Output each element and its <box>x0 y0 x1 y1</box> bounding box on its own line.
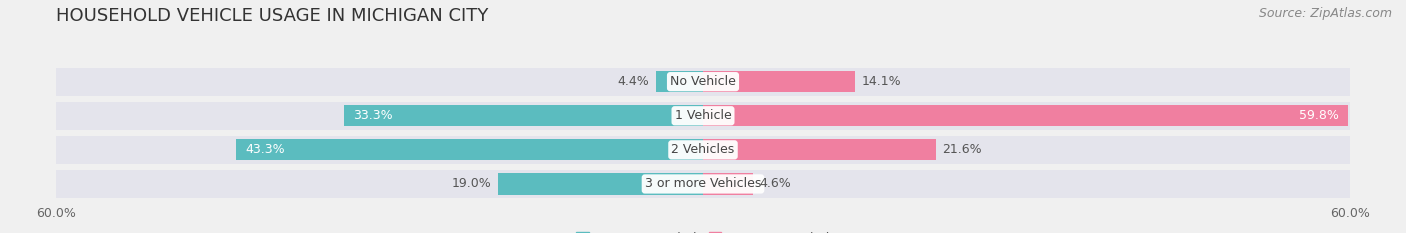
Text: 3 or more Vehicles: 3 or more Vehicles <box>645 178 761 190</box>
Text: 59.8%: 59.8% <box>1299 109 1339 122</box>
Text: Source: ZipAtlas.com: Source: ZipAtlas.com <box>1258 7 1392 20</box>
Bar <box>703 139 936 161</box>
Bar <box>655 71 703 92</box>
Bar <box>498 173 703 195</box>
Text: 1 Vehicle: 1 Vehicle <box>675 109 731 122</box>
Bar <box>703 71 855 92</box>
Text: No Vehicle: No Vehicle <box>671 75 735 88</box>
Bar <box>236 139 703 161</box>
Legend: Owner-occupied, Renter-occupied: Owner-occupied, Renter-occupied <box>571 226 835 233</box>
Bar <box>703 173 752 195</box>
Text: 19.0%: 19.0% <box>451 178 492 190</box>
Bar <box>703 105 1347 126</box>
Bar <box>56 68 1350 96</box>
Text: 21.6%: 21.6% <box>942 143 981 156</box>
Text: 14.1%: 14.1% <box>862 75 901 88</box>
Bar <box>56 136 1350 164</box>
Text: HOUSEHOLD VEHICLE USAGE IN MICHIGAN CITY: HOUSEHOLD VEHICLE USAGE IN MICHIGAN CITY <box>56 7 489 25</box>
Text: 4.6%: 4.6% <box>759 178 790 190</box>
Bar <box>344 105 703 126</box>
Bar <box>56 102 1350 130</box>
Text: 4.4%: 4.4% <box>617 75 650 88</box>
Bar <box>56 170 1350 198</box>
Text: 43.3%: 43.3% <box>245 143 284 156</box>
Text: 2 Vehicles: 2 Vehicles <box>672 143 734 156</box>
Text: 33.3%: 33.3% <box>353 109 392 122</box>
